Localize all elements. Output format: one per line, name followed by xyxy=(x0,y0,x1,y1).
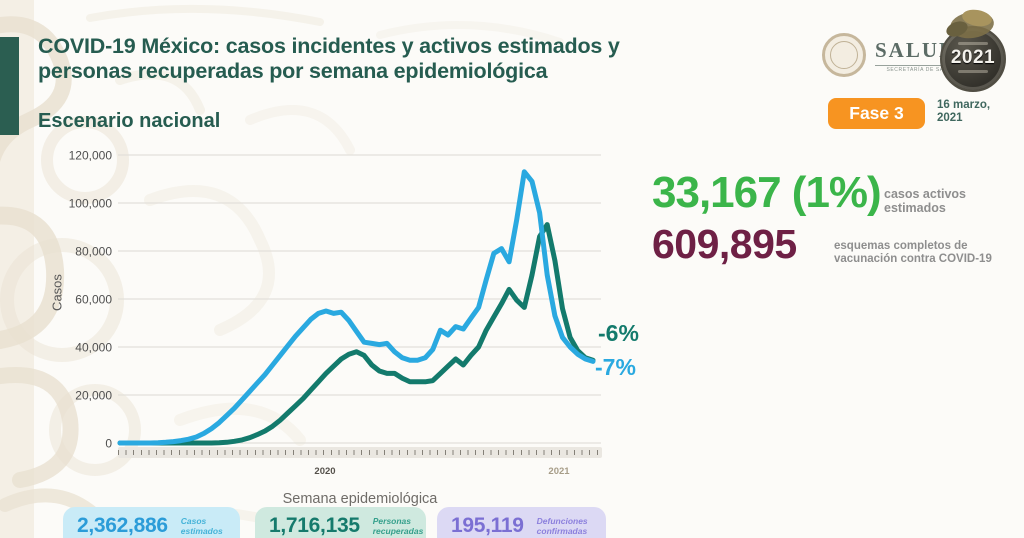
active-cases-label: casos activos estimados xyxy=(884,187,966,215)
y-axis-title: Casos xyxy=(49,274,65,311)
card-value: 1,716,135 xyxy=(269,514,360,537)
year-label-2020: 2020 xyxy=(314,466,335,477)
x-year-labels: 2020 2021 xyxy=(314,466,570,477)
summary-card-recovered: 1,716,135 Personas recuperadas xyxy=(255,507,426,538)
card-label: Defunciones confirmadas xyxy=(536,516,588,536)
salud-logo-subtext: SECRETARÍA DE SALUD xyxy=(875,64,967,73)
week-tick-marks xyxy=(118,450,602,455)
salud-seal-icon xyxy=(822,33,866,77)
card-value: 195,119 xyxy=(451,514,524,537)
data-series xyxy=(117,169,596,446)
section-title: Escenario nacional xyxy=(38,110,221,132)
week-tick-strip xyxy=(118,447,602,458)
title-accent-bar xyxy=(0,37,19,135)
y-tick-labels: 0 20,000 40,000 60,000 80,000 100,000 120,000 xyxy=(69,149,113,451)
report-date: 16 marzo, 2021 xyxy=(937,99,991,124)
vaccination-value: 609,895 xyxy=(652,221,797,267)
trend-estimated-label: -7% xyxy=(595,354,636,380)
y-tick-label: 0 xyxy=(105,437,112,451)
series-line-personas-recuperadas xyxy=(117,222,596,446)
year-label-2021: 2021 xyxy=(548,466,570,477)
y-tick-label: 60,000 xyxy=(75,293,112,307)
series-line-casos-estimados xyxy=(117,169,596,446)
vaccination-label: esquemas completos de vacunación contra … xyxy=(834,240,992,265)
medallion-upper-text-blur xyxy=(958,42,988,45)
y-tick-label: 40,000 xyxy=(75,341,112,355)
active-cases-value: 33,167 (1%) xyxy=(652,168,882,217)
title-line-1: COVID-19 México: casos incidentes y acti… xyxy=(38,34,620,58)
title-line-2: personas recuperadas por semana epidemio… xyxy=(38,59,548,83)
trend-recovered-label: -6% xyxy=(598,320,639,346)
fase-badge: Fase 3 xyxy=(828,98,925,129)
medallion-lower-text-blur xyxy=(958,70,988,73)
y-tick-label: 20,000 xyxy=(75,389,112,403)
card-label: Personas recuperadas xyxy=(372,516,424,536)
card-value: 2,362,886 xyxy=(77,514,168,537)
medallion-year-text: 2021 xyxy=(950,47,996,68)
card-label: Casos estimados xyxy=(180,516,223,536)
summary-card-deaths: 195,119 Defunciones confirmadas xyxy=(437,507,606,538)
summary-card-estimated: 2,362,886 Casos estimados xyxy=(63,507,240,538)
y-tick-label: 80,000 xyxy=(75,245,112,259)
year-2021-medallion: 2021 xyxy=(936,7,1012,94)
y-tick-label: 100,000 xyxy=(69,197,113,211)
x-axis-title: Semana epidemiológica xyxy=(282,491,438,507)
page-title: COVID-19 México: casos incidentes y acti… xyxy=(38,34,620,84)
y-tick-label: 120,000 xyxy=(69,149,113,163)
